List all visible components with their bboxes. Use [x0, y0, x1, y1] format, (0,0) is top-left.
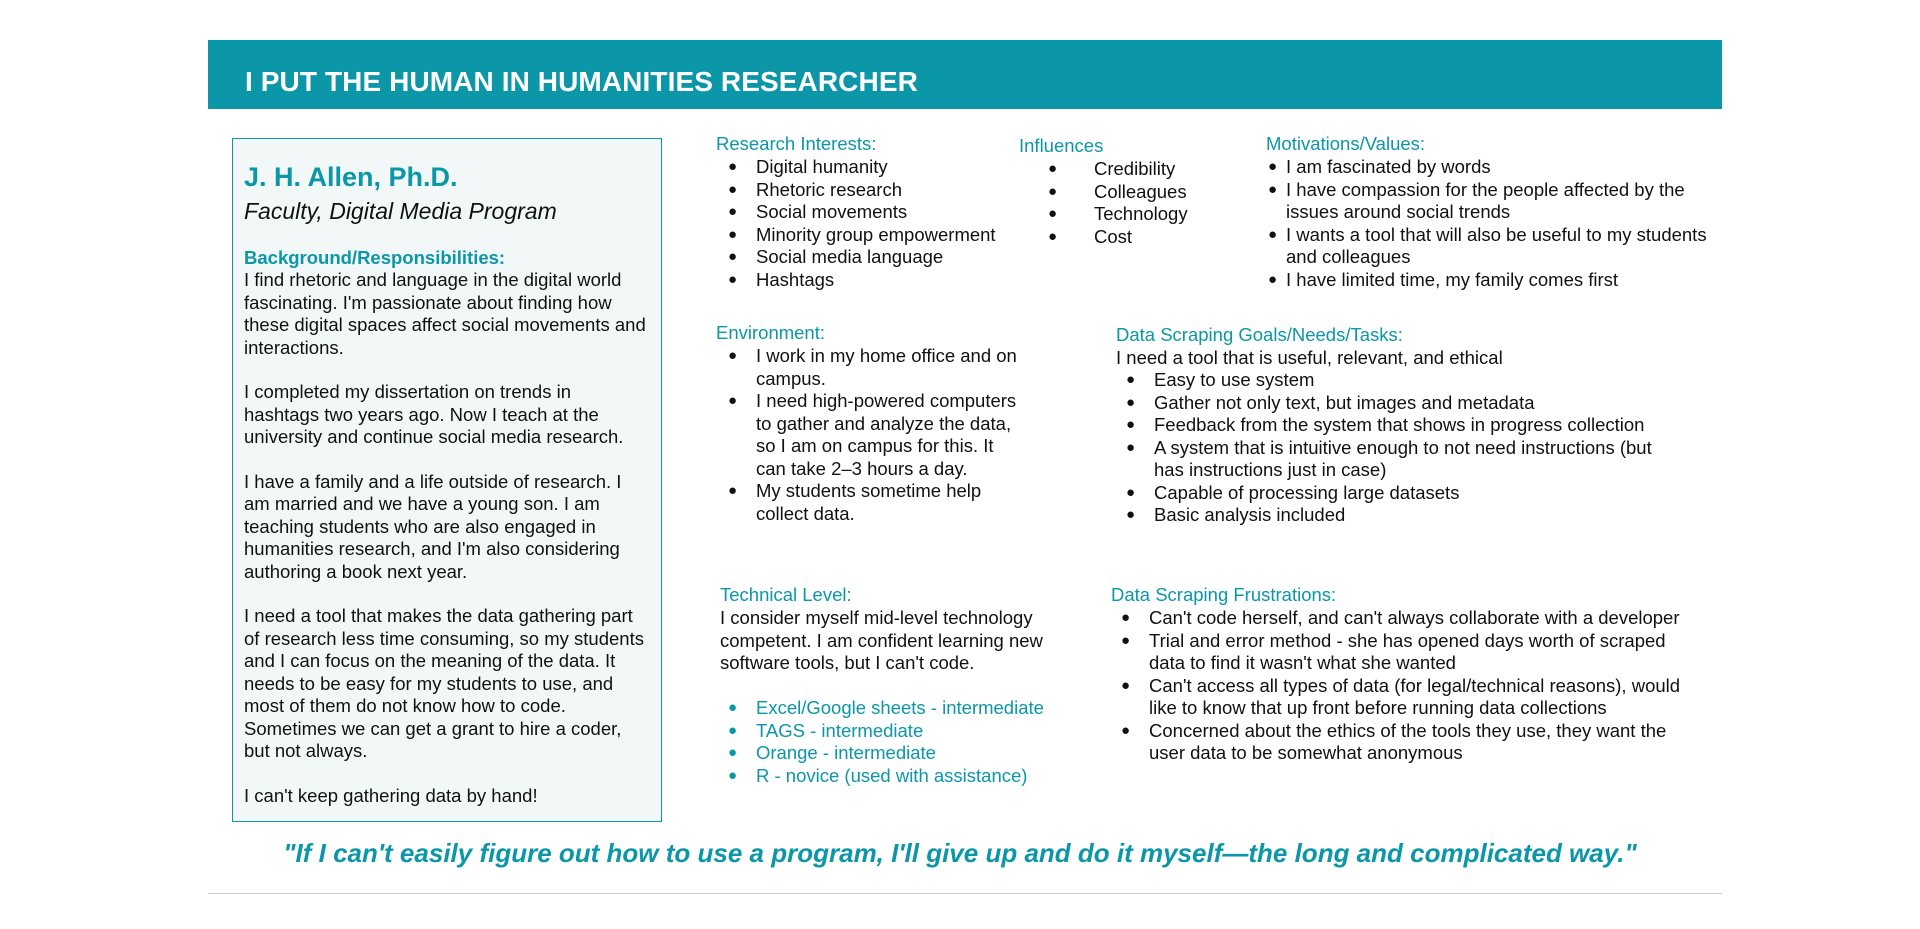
list-item: Hashtags: [718, 269, 1008, 292]
list-item: Technology: [1018, 203, 1238, 226]
list-item: I wants a tool that will also be useful …: [1268, 224, 1708, 269]
list-item: I work in my home office and on campus.: [718, 345, 1028, 390]
research-interests-title: Research Interests:: [716, 133, 877, 154]
profile-card: J. H. Allen, Ph.D. Faculty, Digital Medi…: [232, 138, 662, 822]
background-paragraph: I find rhetoric and language in the digi…: [244, 269, 646, 358]
background-paragraph: I can't keep gathering data by hand!: [244, 784, 538, 806]
influences-title: Influences: [1019, 135, 1104, 156]
footer-divider: [208, 893, 1722, 894]
list-item: I have limited time, my family comes fir…: [1268, 269, 1708, 292]
technical-text: I consider myself mid-level technology c…: [720, 607, 1043, 673]
list-item: I have compassion for the people affecte…: [1268, 179, 1708, 224]
page-title: I PUT THE HUMAN IN HUMANITIES RESEARCHER: [245, 66, 918, 97]
list-item: R - novice (used with assistance): [718, 765, 1078, 788]
header-banner: I PUT THE HUMAN IN HUMANITIES RESEARCHER: [208, 40, 1722, 109]
list-item: Minority group empowerment: [718, 224, 1008, 247]
frustrations-title: Data Scraping Frustrations:: [1111, 584, 1337, 605]
list-item: Rhetoric research: [718, 179, 1008, 202]
list-item: A system that is intuitive enough to not…: [1116, 437, 1676, 482]
technical-title: Technical Level:: [720, 584, 852, 605]
list-item: My students sometime help collect data.: [718, 480, 1028, 525]
goals-intro: I need a tool that is useful, relevant, …: [1116, 347, 1503, 368]
list-item: Trial and error method - she has opened …: [1111, 630, 1701, 675]
frustrations-list: Can't code herself, and can't always col…: [1111, 607, 1701, 765]
research-interests-list: Digital humanity Rhetoric research Socia…: [718, 156, 1008, 291]
goals-title: Data Scraping Goals/Needs/Tasks:: [1116, 324, 1403, 345]
motivations-list: I am fascinated by words I have compassi…: [1268, 156, 1708, 291]
list-item: Cost: [1018, 226, 1238, 249]
list-item: Feedback from the system that shows in p…: [1116, 414, 1676, 437]
motivations-title: Motivations/Values:: [1266, 133, 1426, 154]
list-item: Basic analysis included: [1116, 504, 1676, 527]
list-item: Orange - intermediate: [718, 742, 1078, 765]
background-title: Background/Responsibilities:: [244, 247, 506, 268]
list-item: Digital humanity: [718, 156, 1008, 179]
list-item: Credibility: [1018, 158, 1238, 181]
list-item: Can't access all types of data (for lega…: [1111, 675, 1701, 720]
persona-quote: "If I can't easily figure out how to use…: [283, 838, 1637, 868]
list-item: Social movements: [718, 201, 1008, 224]
list-item: TAGS - intermediate: [718, 720, 1078, 743]
list-item: Easy to use system: [1116, 369, 1676, 392]
list-item: Can't code herself, and can't always col…: [1111, 607, 1701, 630]
influences-list: Credibility Colleagues Technology Cost: [1018, 158, 1238, 248]
list-item: I need high-powered computers to gather …: [718, 390, 1028, 480]
list-item: Gather not only text, but images and met…: [1116, 392, 1676, 415]
background-paragraph: I have a family and a life outside of re…: [244, 470, 622, 582]
list-item: Concerned about the ethics of the tools …: [1111, 720, 1701, 765]
persona-name: J. H. Allen, Ph.D.: [244, 162, 458, 192]
environment-title: Environment:: [716, 322, 825, 343]
persona-role: Faculty, Digital Media Program: [244, 198, 557, 224]
technical-skills-list: Excel/Google sheets - intermediate TAGS …: [718, 697, 1078, 787]
list-item: Excel/Google sheets - intermediate: [718, 697, 1078, 720]
background-paragraph: I need a tool that makes the data gather…: [244, 605, 644, 761]
environment-list: I work in my home office and on campus. …: [718, 345, 1028, 525]
list-item: Colleagues: [1018, 181, 1238, 204]
list-item: Social media language: [718, 246, 1008, 269]
goals-list: Easy to use system Gather not only text,…: [1116, 369, 1676, 527]
list-item: I am fascinated by words: [1268, 156, 1708, 179]
list-item: Capable of processing large datasets: [1116, 482, 1676, 505]
background-paragraph: I completed my dissertation on trends in…: [244, 381, 624, 447]
